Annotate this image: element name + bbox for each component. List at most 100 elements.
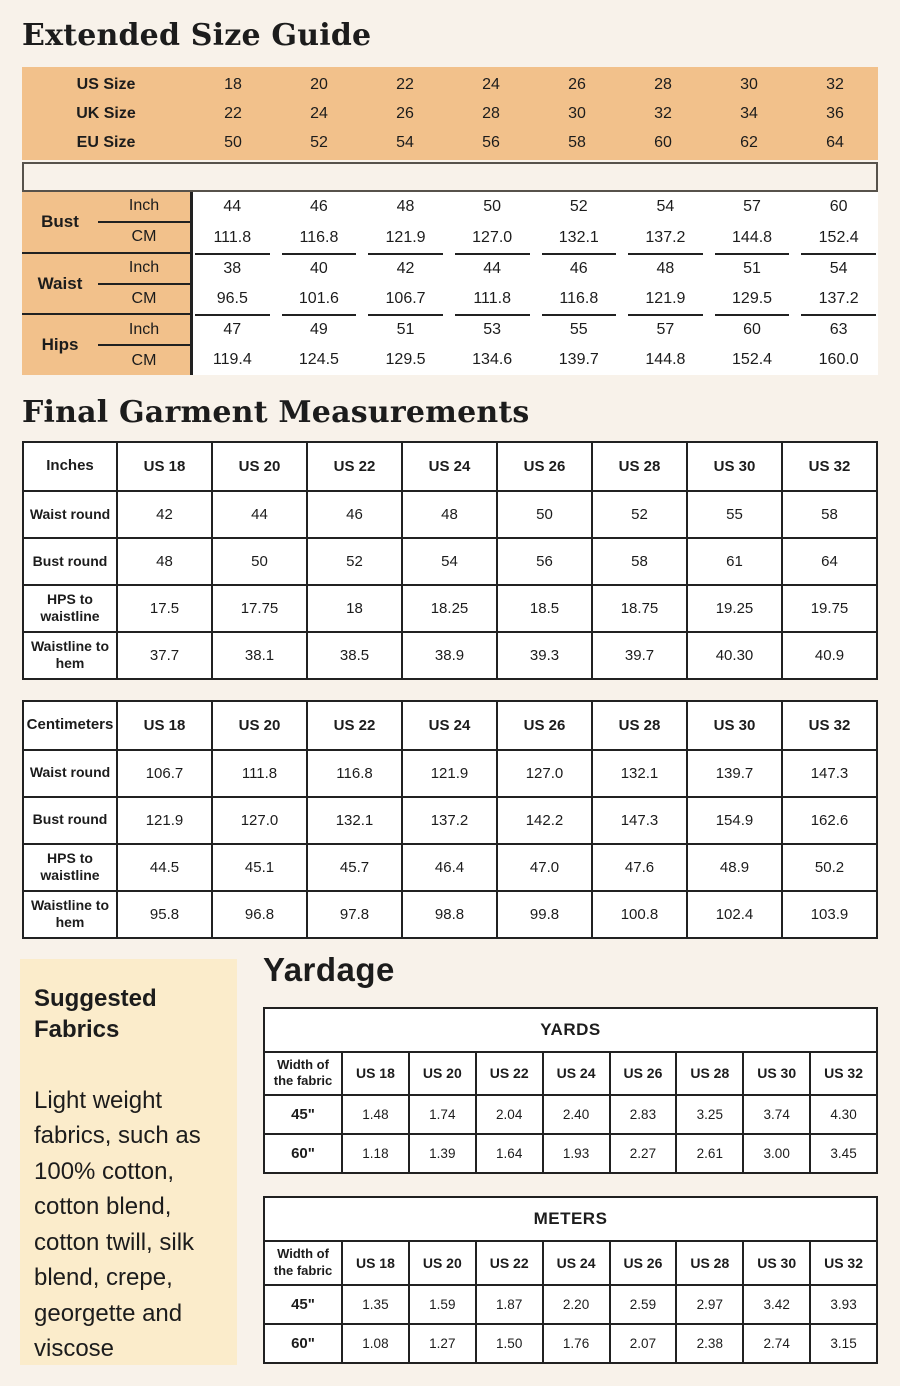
data-cell: 64 xyxy=(782,538,877,585)
data-cell: 137.2 xyxy=(801,284,876,315)
data-cell: 60 xyxy=(801,192,876,223)
data-cell: 147.3 xyxy=(592,797,687,844)
page-title: Extended Size Guide xyxy=(22,18,878,53)
row-label: 60" xyxy=(264,1324,342,1363)
data-cell: 64 xyxy=(792,134,878,152)
unit-label-cm: CM xyxy=(98,223,190,252)
data-cell: 44 xyxy=(195,192,270,223)
data-cell: 1.48 xyxy=(342,1095,409,1134)
data-cell: 3.45 xyxy=(810,1134,877,1173)
row-label: Bust round xyxy=(23,797,117,844)
data-cell: 45.7 xyxy=(307,844,402,891)
data-cell: 96.8 xyxy=(212,891,307,938)
data-cell: 55 xyxy=(542,314,617,345)
data-cell: 45.1 xyxy=(212,844,307,891)
data-cell: 54 xyxy=(402,538,497,585)
unit-label-inch: Inch xyxy=(98,254,190,285)
data-cell: 52 xyxy=(307,538,402,585)
bottom-section: Suggested Fabrics Light weight fabrics, … xyxy=(20,959,878,1386)
data-cell: 116.8 xyxy=(282,223,357,254)
data-cell: 121.9 xyxy=(402,750,497,797)
data-cell: 40.30 xyxy=(687,632,782,679)
data-cell: 99.8 xyxy=(497,891,592,938)
column-header: US 30 xyxy=(743,1241,810,1285)
body-measurements-chart: Bust Inch CM Waist Inch CM Hips Inch CM … xyxy=(22,192,878,375)
data-cell: 102.4 xyxy=(687,891,782,938)
column-header: Inches xyxy=(23,442,117,491)
column-header: US 28 xyxy=(592,442,687,491)
data-cell: 57 xyxy=(628,314,703,345)
column-header: Width of the fabric xyxy=(264,1052,342,1096)
data-cell: 58 xyxy=(534,134,620,152)
data-cell: 46 xyxy=(542,253,617,284)
data-cell: 22 xyxy=(362,76,448,94)
yards-table-title: YARDS xyxy=(263,1007,878,1051)
data-cell: 106.7 xyxy=(368,284,443,315)
data-cell: 1.39 xyxy=(409,1134,476,1173)
data-cell: 121.9 xyxy=(117,797,212,844)
data-cell: 129.5 xyxy=(368,345,443,376)
column-header: US 20 xyxy=(212,701,307,750)
data-cell: 63 xyxy=(801,314,876,345)
column-header: US 22 xyxy=(476,1241,543,1285)
data-cell: 17.75 xyxy=(212,585,307,632)
yardage-title: Yardage xyxy=(263,951,878,989)
data-cell: 4.30 xyxy=(810,1095,877,1134)
data-cell: 19.25 xyxy=(687,585,782,632)
data-cell: 50.2 xyxy=(782,844,877,891)
data-cell: 50 xyxy=(497,491,592,538)
data-cell: 132.1 xyxy=(307,797,402,844)
data-cell: 132.1 xyxy=(542,223,617,254)
row-label: Waist round xyxy=(23,750,117,797)
unit-label-cm: CM xyxy=(98,346,190,375)
data-cell: 37.7 xyxy=(117,632,212,679)
data-cell: 3.42 xyxy=(743,1285,810,1324)
data-cell: 56 xyxy=(497,538,592,585)
data-cell: 51 xyxy=(368,314,443,345)
data-cell: 18 xyxy=(307,585,402,632)
data-cell: 39.3 xyxy=(497,632,592,679)
data-cell: 20 xyxy=(276,76,362,94)
data-cell: 2.27 xyxy=(610,1134,677,1173)
row-label: EU Size xyxy=(22,134,190,152)
data-cell: 137.2 xyxy=(402,797,497,844)
data-cell: 3.00 xyxy=(743,1134,810,1173)
data-cell: 95.8 xyxy=(117,891,212,938)
data-cell: 96.5 xyxy=(195,284,270,315)
data-cell: 119.4 xyxy=(195,345,270,376)
data-cell: 28 xyxy=(620,76,706,94)
column-header: US 24 xyxy=(543,1241,610,1285)
data-cell: 1.35 xyxy=(342,1285,409,1324)
column-header: US 28 xyxy=(676,1241,743,1285)
data-cell: 56 xyxy=(448,134,534,152)
group-label: Hips xyxy=(22,315,98,375)
column-header: US 22 xyxy=(307,701,402,750)
data-cell: 100.8 xyxy=(592,891,687,938)
measure-group-waist: Waist Inch CM xyxy=(22,252,190,314)
column-header: US 30 xyxy=(687,701,782,750)
data-cell: 18.25 xyxy=(402,585,497,632)
row-label: HPS to waistline xyxy=(23,844,117,891)
data-cell: 39.7 xyxy=(592,632,687,679)
group-label: Bust xyxy=(22,192,98,252)
data-cell: 1.18 xyxy=(342,1134,409,1173)
data-cell: 103.9 xyxy=(782,891,877,938)
data-cell: 42 xyxy=(117,491,212,538)
data-cell: 2.61 xyxy=(676,1134,743,1173)
data-cell: 53 xyxy=(455,314,530,345)
data-cell: 24 xyxy=(276,105,362,123)
column-header: US 18 xyxy=(117,442,212,491)
data-cell: 2.97 xyxy=(676,1285,743,1324)
row-label: 45" xyxy=(264,1285,342,1324)
